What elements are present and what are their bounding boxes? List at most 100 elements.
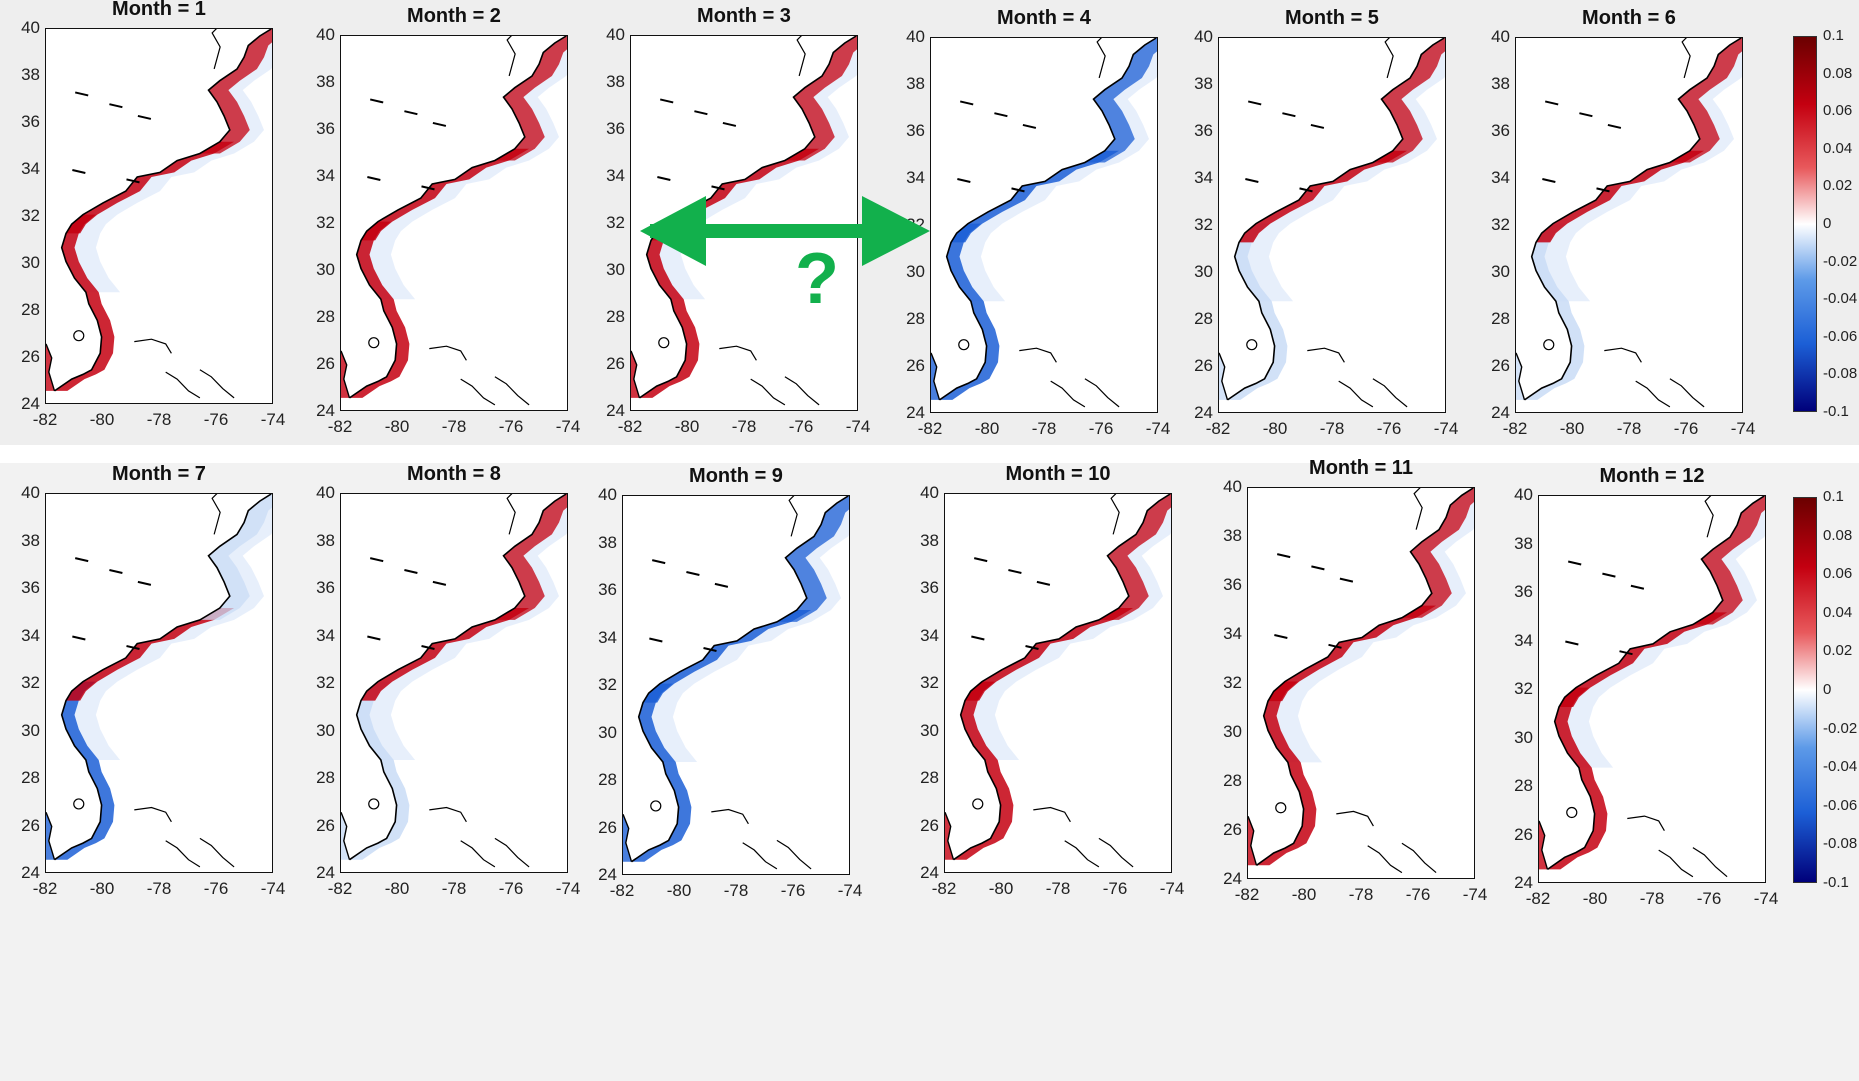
map-panel: Month = 3 40 38 36 34 32 30 28 26 24 -82 -80 -78 -76 -… bbox=[585, 5, 903, 443]
map-plot bbox=[46, 494, 272, 868]
x-tick-label: -78 bbox=[1616, 419, 1642, 438]
y-tick-label: 38 bbox=[1491, 74, 1510, 93]
lake-okeechobee bbox=[368, 337, 380, 349]
gulf-anomaly bbox=[623, 814, 632, 862]
colorbar-tick-label: 0.06 bbox=[1823, 565, 1853, 583]
y-tick-label: 30 bbox=[1514, 727, 1533, 747]
y-tick-label: 26 bbox=[316, 815, 335, 835]
y-tick-label: 40 bbox=[21, 18, 40, 37]
y-tick-label: 36 bbox=[316, 119, 335, 138]
y-tick-label: 38 bbox=[598, 532, 617, 552]
y-tick-label: 30 bbox=[21, 720, 40, 740]
inland-lake bbox=[367, 635, 381, 641]
y-tick-label: 38 bbox=[606, 72, 625, 91]
map-panel: Month = 12 40 38 36 34 32 30 28 26 24 -82 -80 -78 -76… bbox=[1493, 465, 1811, 915]
inland-lake bbox=[1022, 123, 1037, 129]
y-tick-label: 30 bbox=[1223, 722, 1242, 741]
y-tick-label: 32 bbox=[906, 215, 925, 234]
coastline bbox=[953, 494, 1171, 861]
y-tick-label: 30 bbox=[1491, 262, 1510, 281]
y-tick-label: 26 bbox=[606, 354, 625, 373]
x-tick-label: -76 bbox=[1376, 419, 1402, 438]
colorbar-tick-label: -0.02 bbox=[1823, 719, 1858, 737]
map-plot bbox=[931, 38, 1157, 408]
x-tick-label: -80 bbox=[666, 881, 692, 900]
map-panel: Month = 4 40 38 36 34 32 30 28 26 24 -82 -80 -78 -76 -… bbox=[885, 7, 1203, 445]
y-tick-label: 36 bbox=[21, 112, 40, 131]
y-tick-label: 36 bbox=[598, 580, 617, 599]
x-tick-label: -80 bbox=[1559, 419, 1585, 438]
x-tick-label: -78 bbox=[731, 417, 757, 436]
gulf-anomaly bbox=[341, 350, 350, 398]
bahamas-outline bbox=[1098, 837, 1134, 868]
chesapeake-outline bbox=[1110, 494, 1120, 535]
inland-lake bbox=[1247, 100, 1262, 106]
x-tick-label: -82 bbox=[327, 417, 353, 436]
gulf-coastline bbox=[631, 350, 641, 399]
map-axes bbox=[944, 493, 1172, 873]
y-tick-label: 34 bbox=[920, 625, 939, 645]
x-tick-label: -78 bbox=[1319, 419, 1345, 438]
x-tick-label: -80 bbox=[1582, 889, 1608, 908]
colorbar-tick-label: -0.1 bbox=[1823, 403, 1849, 420]
y-tick-label: 32 bbox=[21, 673, 40, 692]
y-tick-label: 32 bbox=[1491, 215, 1510, 234]
colorbar-tick-label: 0.02 bbox=[1823, 177, 1853, 195]
y-tick-label: 28 bbox=[598, 770, 617, 789]
panel-title: Month = 3 bbox=[697, 5, 791, 27]
inland-lake bbox=[126, 178, 140, 184]
y-tick-label: 34 bbox=[21, 159, 40, 178]
x-tick-label: -82 bbox=[1234, 885, 1260, 904]
gulf-anomaly bbox=[46, 812, 55, 860]
shelf-anomaly-north bbox=[1692, 496, 1765, 625]
coastline bbox=[631, 496, 849, 863]
y-tick-label: 28 bbox=[316, 768, 335, 787]
inland-lake bbox=[714, 582, 729, 588]
map-panel: Month = 7 40 38 36 34 32 30 28 26 24 -82 -80 -78 -76 -… bbox=[0, 463, 318, 905]
y-tick-label: 40 bbox=[1194, 27, 1213, 46]
lake-okeechobee bbox=[958, 339, 970, 351]
inland-lake bbox=[659, 98, 674, 104]
x-tick-label: -74 bbox=[555, 417, 581, 436]
map-plot bbox=[631, 36, 857, 406]
bahamas-outline bbox=[460, 378, 496, 406]
panel-title: Month = 7 bbox=[112, 463, 206, 485]
coastline bbox=[939, 38, 1157, 401]
y-tick-label: 24 bbox=[316, 401, 335, 420]
gulf-coastline bbox=[623, 813, 633, 862]
gulf-anomaly bbox=[945, 812, 954, 860]
gulf-coastline bbox=[46, 343, 56, 392]
gulf-coastline bbox=[1516, 352, 1526, 401]
map-plot bbox=[341, 494, 567, 868]
inland-lake bbox=[1579, 112, 1593, 118]
inland-lake bbox=[1011, 187, 1025, 193]
y-tick-label: 32 bbox=[316, 213, 335, 232]
x-tick-label: -76 bbox=[203, 410, 229, 429]
inland-lake bbox=[971, 635, 985, 641]
bahamas-outline bbox=[494, 837, 530, 868]
inland-lake bbox=[1025, 645, 1039, 650]
lake-okeechobee bbox=[658, 337, 670, 349]
x-tick-label: -76 bbox=[1673, 419, 1699, 438]
bahamas-outline bbox=[1033, 806, 1071, 823]
x-tick-label: -78 bbox=[146, 410, 172, 429]
shelf-anomaly-north bbox=[1098, 494, 1171, 620]
y-tick-label: 34 bbox=[316, 166, 335, 185]
bahamas-outline bbox=[784, 376, 820, 406]
y-tick-label: 30 bbox=[906, 262, 925, 281]
gulf-anomaly bbox=[931, 352, 940, 400]
bahamas-outline bbox=[429, 345, 467, 361]
colorbar-tick-label: 0.1 bbox=[1823, 27, 1844, 44]
y-tick-label: 36 bbox=[920, 578, 939, 597]
inland-lake bbox=[367, 176, 381, 181]
y-tick-label: 36 bbox=[1514, 582, 1533, 601]
x-tick-label: -76 bbox=[203, 879, 229, 898]
inland-lake bbox=[369, 98, 384, 104]
x-tick-label: -74 bbox=[845, 417, 871, 436]
bahamas-outline bbox=[719, 345, 757, 361]
x-tick-label: -74 bbox=[1462, 885, 1488, 904]
inland-lake bbox=[722, 121, 737, 127]
inland-lake bbox=[137, 580, 152, 586]
panel-title: Month = 6 bbox=[1582, 7, 1676, 29]
colorbar-tick-label: 0.06 bbox=[1823, 102, 1853, 120]
